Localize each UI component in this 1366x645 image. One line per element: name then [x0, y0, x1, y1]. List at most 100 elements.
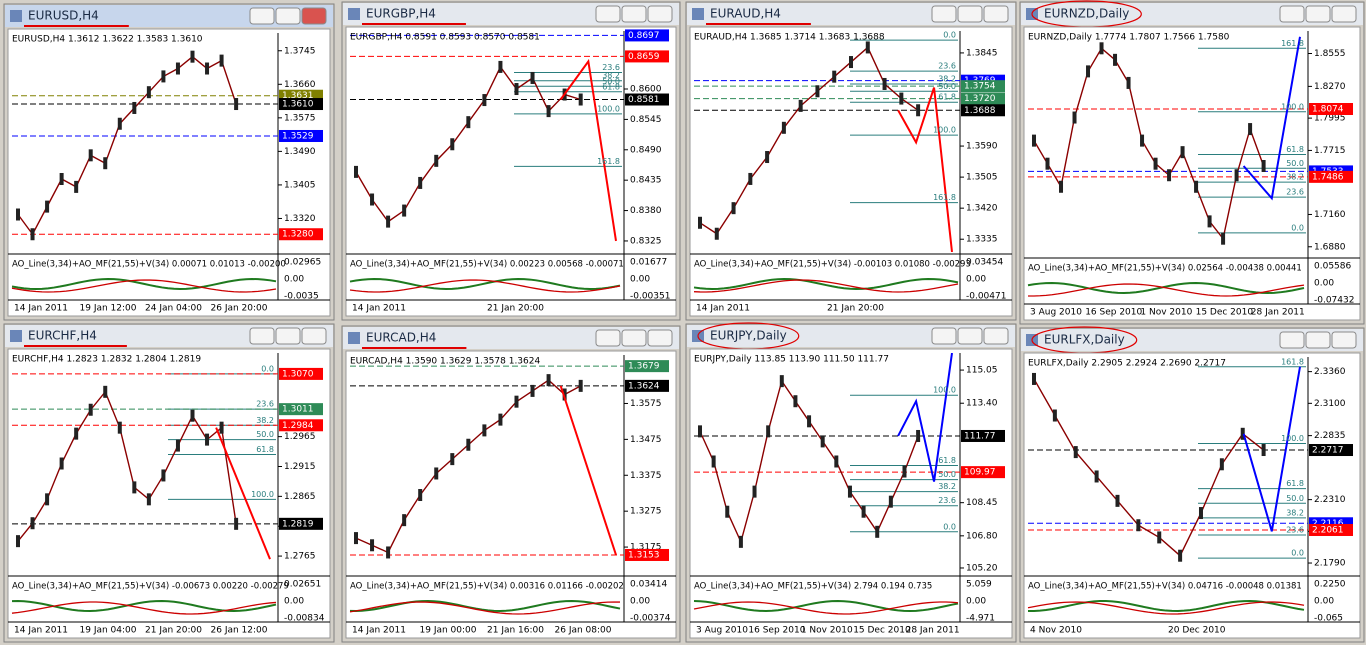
- date-label: 19 Jan 12:00: [80, 304, 137, 314]
- title-bar: [1021, 3, 1363, 25]
- minimize-button[interactable]: [1279, 5, 1305, 23]
- minimize-button[interactable]: [249, 327, 275, 345]
- minimize-button[interactable]: [931, 5, 957, 23]
- candle: [861, 505, 866, 518]
- minimize-button[interactable]: [931, 327, 957, 345]
- date-label: 14 Jan 2011: [14, 626, 68, 636]
- maximize-button[interactable]: [621, 5, 647, 23]
- price-label: 105.20: [966, 563, 998, 573]
- candle: [190, 50, 195, 63]
- price-label: 1.7995: [1314, 114, 1346, 124]
- maximize-button[interactable]: [275, 327, 301, 345]
- price-tag: [625, 93, 669, 106]
- close-button[interactable]: [1331, 331, 1357, 349]
- maximize-button[interactable]: [957, 327, 983, 345]
- fib-label: 61.8: [938, 456, 956, 465]
- indicator-line: [11, 600, 277, 612]
- price-label: 1.3590: [966, 142, 998, 152]
- candle: [1072, 111, 1077, 124]
- fib-label: 38.2: [602, 71, 620, 80]
- candle: [731, 202, 736, 215]
- indicator-line: [349, 279, 621, 293]
- maximize-button[interactable]: [1305, 5, 1331, 23]
- maximize-button[interactable]: [1305, 331, 1331, 349]
- price-tag-label: 2.2116: [1312, 519, 1344, 529]
- indicator-axis-label: 0.00: [630, 597, 650, 607]
- minimize-button[interactable]: [595, 5, 621, 23]
- window-icon: [348, 332, 360, 344]
- minimize-button[interactable]: [595, 329, 621, 347]
- fib-label: 23.6: [938, 62, 956, 71]
- close-button[interactable]: [983, 5, 1009, 23]
- indicator-axis-label: -4.971: [966, 614, 995, 624]
- fib-label: 0.0: [261, 364, 274, 373]
- close-button[interactable]: [1331, 5, 1357, 23]
- candle: [482, 94, 487, 107]
- date-label: 1 Nov 2010: [801, 626, 853, 636]
- symbol-info: EURCAD,H4 1.3590 1.3629 1.3578 1.3624: [350, 357, 540, 367]
- fib-label: 0.0: [943, 31, 956, 40]
- chart-window[interactable]: EURUSD,H4 1.3745 1.3660 1.3575 1.3490 1.3405 1…: [3, 3, 335, 321]
- date-label: 28 Jan 2011: [1251, 308, 1305, 318]
- price-tag: [625, 50, 669, 63]
- fib-label: 0.0: [1291, 549, 1304, 558]
- price-label: 1.3420: [966, 204, 998, 214]
- maximize-button[interactable]: [957, 5, 983, 23]
- minimize-button[interactable]: [249, 7, 275, 25]
- fib-label: 23.6: [1286, 525, 1304, 534]
- close-button[interactable]: [647, 329, 673, 347]
- window-title: EURCHF,H4: [28, 329, 97, 343]
- candle: [386, 215, 391, 228]
- price-label: 1.2765: [284, 552, 316, 562]
- indicator-line: [11, 278, 277, 291]
- minimize-button[interactable]: [1279, 331, 1305, 349]
- price-label: 1.3475: [630, 435, 662, 445]
- chart-window[interactable]: EURCAD,H41.35751.34751.33751.32751.31751…: [341, 325, 681, 643]
- candle: [234, 517, 239, 530]
- symbol-info: EURCHF,H4 1.2823 1.2832 1.2804 1.2819: [12, 355, 201, 365]
- window-title: EURCAD,H4: [366, 331, 436, 345]
- close-button[interactable]: [983, 327, 1009, 345]
- date-label: 14 Jan 2011: [352, 304, 406, 314]
- maximize-button[interactable]: [621, 329, 647, 347]
- chart-window[interactable]: EURAUD,H4 1.3845 1.3590 1.3505 1.3420 1.3335 0…: [685, 1, 1017, 321]
- candle: [1234, 169, 1239, 182]
- date-label: 24 Jan 04:00: [145, 304, 202, 314]
- close-button[interactable]: [301, 327, 327, 345]
- maximize-button[interactable]: [275, 7, 301, 25]
- fib-label: 38.2: [938, 482, 956, 491]
- price-tag-label: 1.3688: [964, 106, 996, 116]
- indicator-line: [693, 279, 959, 293]
- close-button[interactable]: [647, 5, 673, 23]
- candle: [865, 41, 870, 54]
- candle: [578, 379, 583, 392]
- price-label: 113.40: [966, 399, 998, 409]
- chart-window[interactable]: EURCHF,H41.29651.29151.28651.28151.27650…: [3, 323, 335, 643]
- close-button[interactable]: [301, 7, 327, 25]
- fib-label: 100.0: [933, 386, 956, 395]
- fib-label: 23.6: [602, 63, 620, 72]
- candle: [1194, 180, 1199, 193]
- candle: [562, 388, 567, 401]
- price-tag: [1309, 103, 1353, 115]
- chart-window[interactable]: EURLFX,Daily 2.3360 2.3100 2.2835 2.2310 2.20…: [1019, 326, 1365, 643]
- indicator-axis-label: 0.03414: [630, 580, 667, 590]
- plot: [1028, 36, 1308, 245]
- price-tag: [279, 98, 323, 111]
- candle: [370, 193, 375, 206]
- candle: [1059, 180, 1064, 193]
- chart-window[interactable]: EURNZD,Daily 1.8555 1.8270 1.7995 1.7715 1.71…: [1019, 0, 1365, 325]
- indicator-line: [11, 601, 277, 615]
- price-label: 2.2310: [1314, 495, 1346, 505]
- chart-window[interactable]: EURGBP,H4 0.8600 0.8545 0.8490 0.8435 0.8380 0…: [341, 1, 681, 321]
- fib-label: 161.8: [933, 193, 956, 202]
- date-label: 21 Jan 20:00: [487, 304, 544, 314]
- chart-window[interactable]: EURJPY,Daily 115.05 113.40 108.45 106.80 105.…: [685, 322, 1017, 643]
- price-label: 1.2865: [284, 492, 316, 502]
- date-label: 14 Jan 2011: [14, 304, 68, 314]
- price-line: [1033, 378, 1265, 557]
- price-tag-label: 1.3631: [282, 91, 314, 101]
- projection: [897, 87, 953, 252]
- fib-label: 100.0: [251, 490, 274, 499]
- fib-label: 0.0: [1291, 223, 1304, 232]
